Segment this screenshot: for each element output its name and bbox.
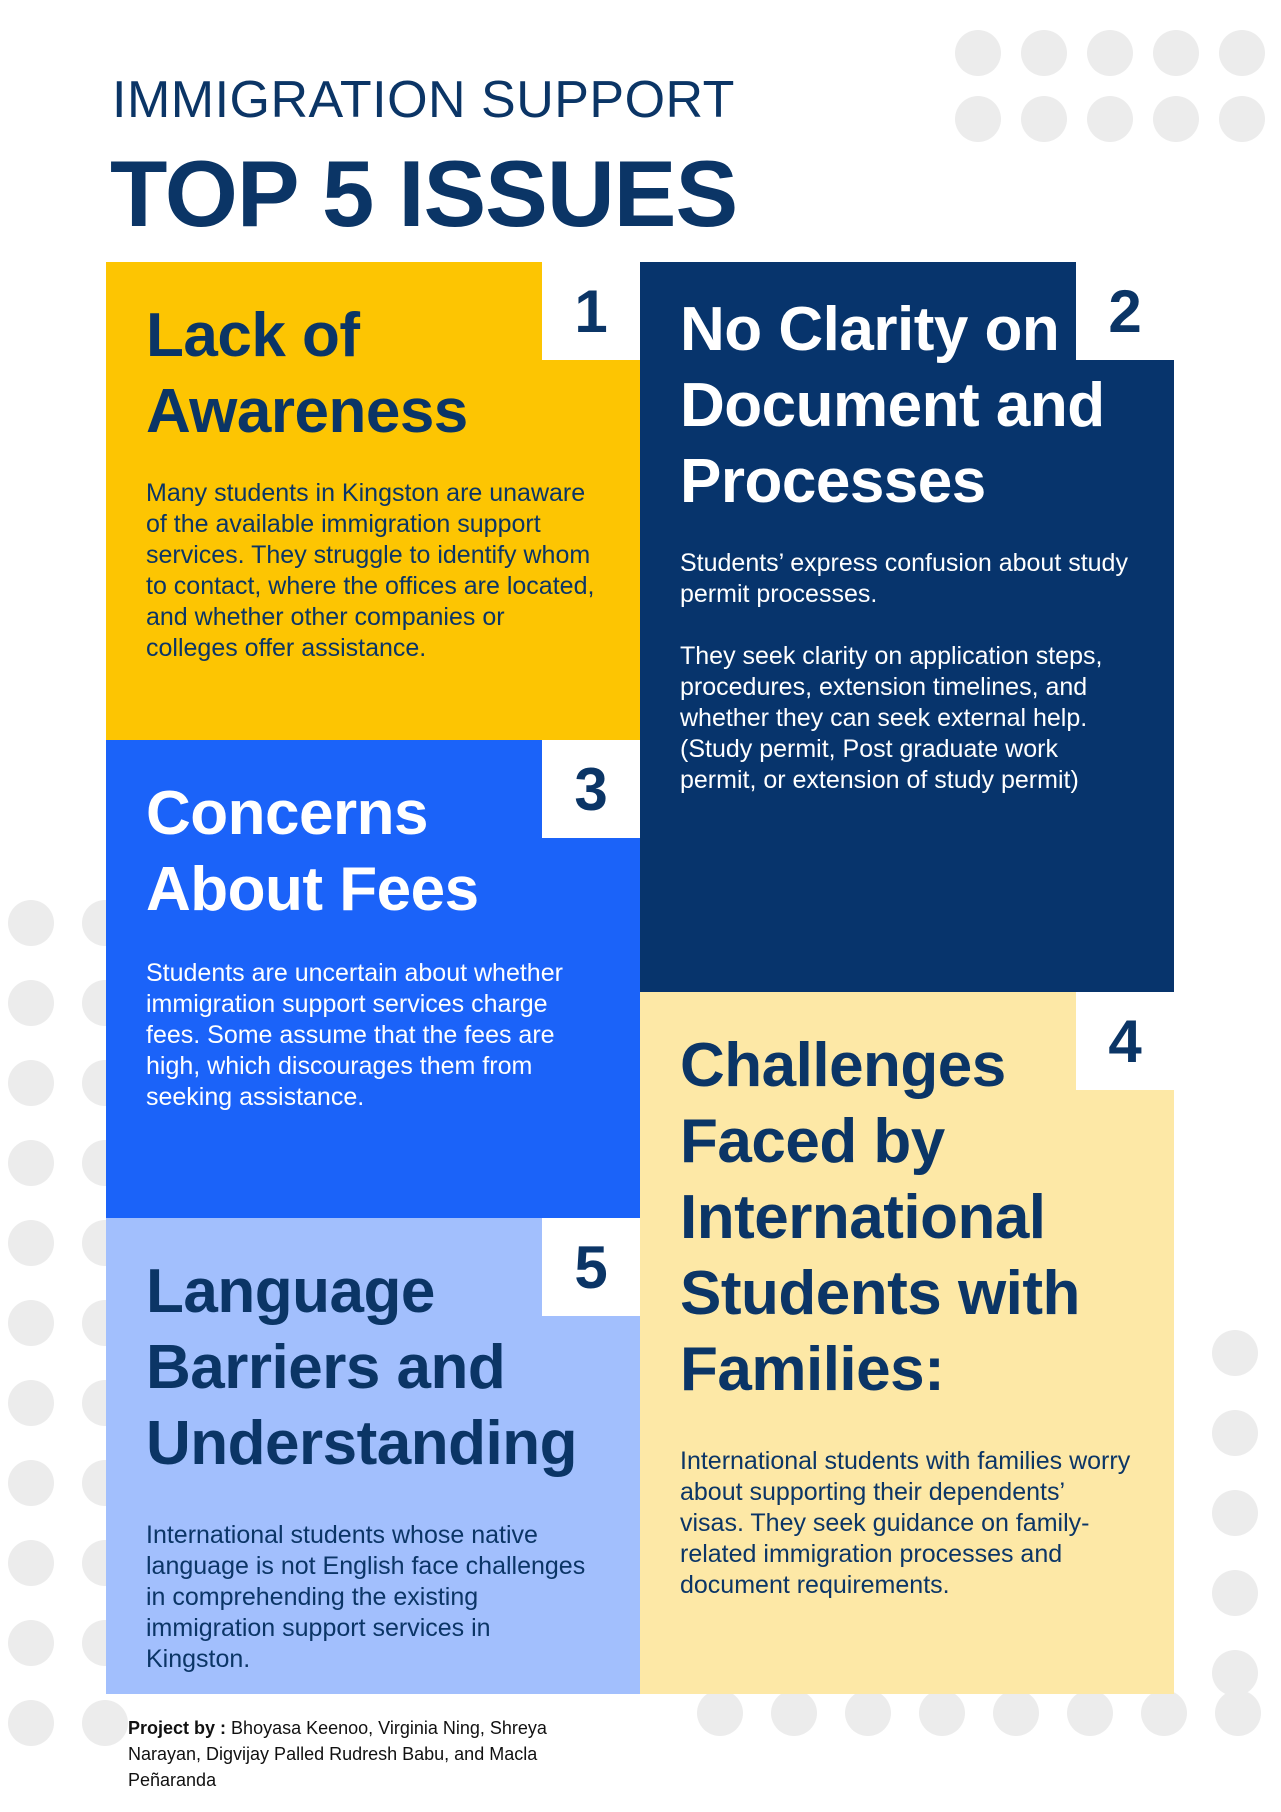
issue-title: Challenges Faced by International Studen… [680, 1028, 1134, 1408]
issue-number-badge: 5 [542, 1218, 640, 1316]
issue-description: Students are uncertain about whether imm… [146, 959, 563, 1111]
issue-title: No Clarity on Document and Processes [680, 292, 1134, 520]
issue-title-line: Lack of [146, 301, 360, 370]
issue-description: International students whose native lang… [146, 1521, 586, 1673]
page-subtitle: IMMIGRATION SUPPORT [112, 71, 735, 129]
issue-title-line: Awareness [146, 377, 468, 446]
credits-names: Bhoyasa Keenoo, Virginia Ning, Shreya Na… [128, 1718, 547, 1790]
issue-title-line: Faced by [680, 1107, 945, 1176]
issue-title-line: Processes [680, 447, 986, 516]
issue-card-2: 2 No Clarity on Document and Processes S… [640, 262, 1174, 992]
issue-title-line: No Clarity on [680, 295, 1060, 364]
issue-title-line: About Fees [146, 855, 479, 924]
issue-description: International students with families wor… [680, 1447, 1131, 1599]
issue-title-line: Students with [680, 1259, 1080, 1328]
decorative-dots-top [955, 30, 1265, 142]
issue-card-5: 5 Language Barriers and Understanding In… [106, 1218, 640, 1694]
issue-description: Students’ express confusion about study … [680, 549, 1128, 608]
issue-title-line: Document and [680, 371, 1105, 440]
issue-number-badge: 2 [1076, 262, 1174, 360]
issue-description-detail: They seek clarity on application steps, … [680, 642, 1103, 794]
issue-number-badge: 1 [542, 262, 640, 360]
page-title: TOP 5 ISSUES [110, 141, 738, 246]
decorative-dots-right [1212, 1330, 1262, 1696]
project-credits: Project by : Bhoyasa Keenoo, Virginia Ni… [128, 1715, 598, 1793]
decorative-dots-bottom [697, 1690, 1265, 1736]
issue-title: Lack of Awareness [146, 298, 600, 450]
issue-title-line: International [680, 1183, 1046, 1252]
issue-title-line: Concerns [146, 779, 428, 848]
issue-card-4: 4 Challenges Faced by International Stud… [640, 992, 1174, 1694]
issue-card-3: 3 Concerns About Fees Students are uncer… [106, 740, 640, 1218]
issue-title-line: Barriers and [146, 1333, 506, 1402]
issue-description: Many students in Kingston are unaware of… [146, 479, 595, 662]
credits-label: Project by : [128, 1718, 227, 1738]
issue-title: Concerns About Fees [146, 776, 600, 928]
issue-title-line: Challenges [680, 1031, 1006, 1100]
issue-number-badge: 4 [1076, 992, 1174, 1090]
issue-title-line: Understanding [146, 1409, 577, 1478]
issue-title: Language Barriers and Understanding [146, 1254, 600, 1482]
issue-number-badge: 3 [542, 740, 640, 838]
issue-title-line: Families: [680, 1335, 945, 1404]
issue-title-line: Language [146, 1257, 435, 1326]
issue-card-1: 1 Lack of Awareness Many students in Kin… [106, 262, 640, 740]
